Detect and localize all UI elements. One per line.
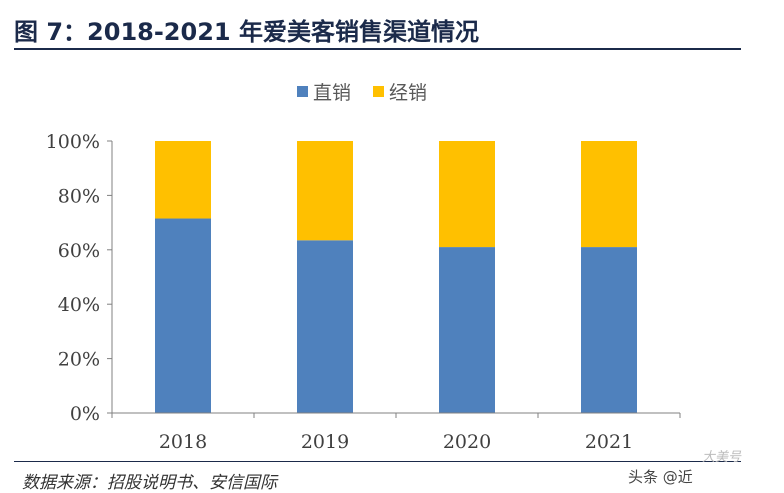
bar-2021-series-2 <box>581 141 637 248</box>
bar-2021-series-1 <box>581 247 637 413</box>
y-tick-label: 40% <box>58 294 100 316</box>
watermark: 头条 @近 <box>628 468 693 486</box>
bar-group <box>155 141 637 413</box>
x-tick-label: 2020 <box>443 431 491 453</box>
bar-2020-series-2 <box>439 141 495 248</box>
y-tick-label: 0% <box>70 403 100 425</box>
legend-label-1: 直销 <box>313 82 351 104</box>
bar-2019-series-2 <box>297 141 353 241</box>
bar-2019-series-1 <box>297 240 353 413</box>
y-tick-label: 100% <box>46 131 100 153</box>
figure-title: 图 7：2018-2021 年爱美客销售渠道情况 <box>14 18 479 46</box>
y-axis: 0% 20% 40% 60% 80% 100% <box>46 131 113 425</box>
legend-swatch-1 <box>297 86 308 97</box>
bar-2020-series-1 <box>439 247 495 413</box>
y-tick-label: 20% <box>58 349 100 371</box>
data-source-note: 数据来源：招股说明书、安信国际 <box>22 473 277 493</box>
x-axis: 2018 2019 2020 2021 <box>111 412 681 453</box>
legend-swatch-2 <box>373 86 384 97</box>
legend-label-2: 经销 <box>389 82 427 104</box>
x-tick-label: 2021 <box>585 431 633 453</box>
footer-divider <box>14 461 741 462</box>
x-tick-label: 2019 <box>301 431 349 453</box>
bar-2018-series-1 <box>155 218 211 413</box>
chart-legend: 直销 经销 <box>297 82 427 104</box>
bar-2018-series-2 <box>155 141 211 219</box>
watermark-secondary: 大美号 <box>702 450 742 465</box>
y-tick-label: 80% <box>58 185 100 207</box>
title-underline <box>14 48 741 50</box>
x-tick-label: 2018 <box>159 431 207 453</box>
y-tick-label: 60% <box>58 240 100 262</box>
